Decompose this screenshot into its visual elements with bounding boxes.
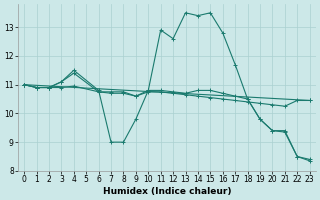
X-axis label: Humidex (Indice chaleur): Humidex (Indice chaleur) — [103, 187, 231, 196]
